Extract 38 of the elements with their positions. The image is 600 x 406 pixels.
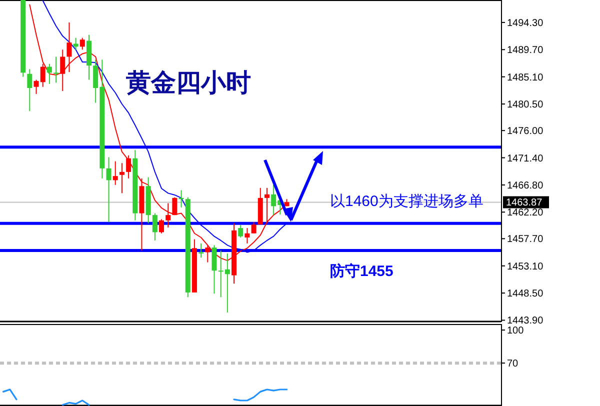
- candlestick: [54, 56, 59, 84]
- candlestick: [152, 212, 158, 241]
- y-tick-label: 1443.90: [507, 316, 544, 327]
- y-tick-label: 1448.50: [507, 288, 544, 300]
- candlestick: [73, 37, 78, 50]
- y-tick-label: 1485.10: [507, 72, 544, 84]
- y-tick-label: 1453.10: [507, 261, 544, 272]
- y-tick-label: 1457.70: [507, 234, 544, 246]
- y-tick-label: 1462.20: [507, 208, 544, 219]
- candlestick: [264, 187, 270, 224]
- candlestick: [126, 154, 132, 179]
- candlestick: [166, 202, 171, 228]
- candlestick: [212, 244, 217, 294]
- candlestick: [119, 162, 124, 194]
- annotation: 防守1455: [330, 262, 394, 280]
- annotation: 以1460为支撑进场多单: [330, 193, 484, 210]
- candlestick: [159, 218, 164, 234]
- annotation: 黄金四小时: [125, 69, 251, 97]
- y-tick-label: 1466.80: [507, 180, 544, 192]
- candlestick: [172, 196, 178, 216]
- candlestick: [66, 22, 72, 73]
- candlestick: [60, 49, 66, 92]
- y-tick-label: 1476.00: [507, 126, 544, 138]
- candlestick: [251, 222, 256, 234]
- y-tick-label: 1494.30: [507, 18, 544, 29]
- candlestick: [27, 68, 32, 112]
- y-tick-label: 1471.40: [507, 153, 544, 164]
- candlestick: [80, 37, 85, 50]
- candlestick: [244, 228, 250, 244]
- candlestick: [106, 156, 112, 223]
- candlestick: [238, 224, 244, 238]
- candlestick: [112, 160, 118, 186]
- candlestick: [46, 63, 52, 84]
- y-tick-label: 1489.70: [507, 45, 544, 56]
- y-tick-label: 1480.50: [507, 99, 544, 110]
- y-tick-label: 100: [507, 326, 524, 337]
- ref-line-label: 1463.87: [506, 198, 543, 209]
- y-tick-label: 70: [507, 358, 519, 370]
